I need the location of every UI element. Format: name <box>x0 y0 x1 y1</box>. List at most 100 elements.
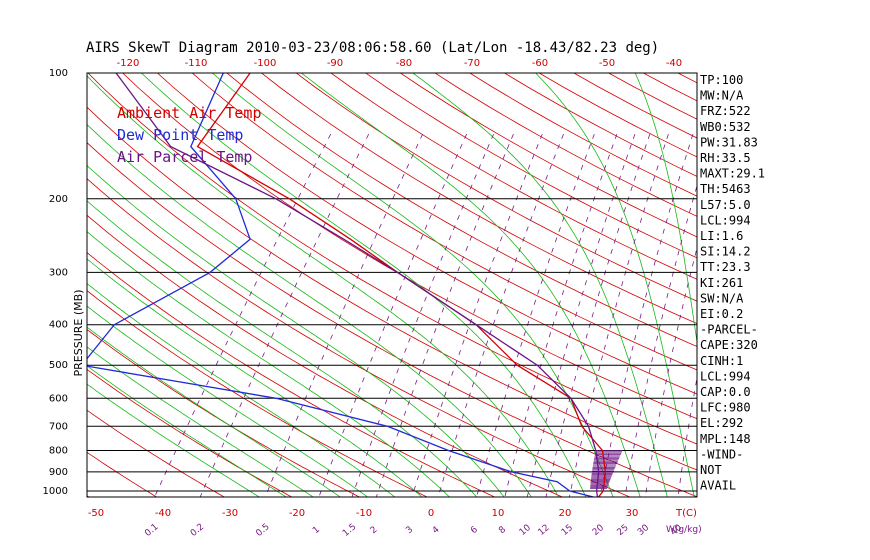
mixing-ratio-label: 8 <box>497 525 508 537</box>
wind-hatch <box>590 450 623 489</box>
index-entry: TH:5463 <box>700 182 751 196</box>
dry-adiabat <box>732 66 870 501</box>
dry-adiabat <box>801 66 870 501</box>
bottom-axis-unit: T(C) <box>675 508 697 519</box>
bottom-temp-tick: -30 <box>222 508 238 519</box>
index-entry: EI:0.2 <box>700 307 743 321</box>
moist-adiabats <box>87 73 697 497</box>
dry-adiabat <box>0 66 27 501</box>
top-temp-tick: -80 <box>396 58 412 69</box>
dry-adiabat <box>260 73 697 325</box>
index-entry: LCL:994 <box>700 213 751 227</box>
dry-adiabat <box>226 73 697 347</box>
index-entry: FRZ:522 <box>700 104 751 118</box>
dry-adiabat <box>469 73 697 197</box>
dry-adiabat <box>156 73 697 395</box>
dry-adiabat <box>87 329 361 497</box>
index-entry: LI:1.6 <box>700 229 743 243</box>
top-temp-tick: -50 <box>599 58 615 69</box>
index-entry: EL:292 <box>700 416 743 430</box>
mixing-ratio-line <box>154 133 332 497</box>
mixing-ratio-axis: 0.1 0.2 0.5 1 1.5 2 3 4 6 8 10 12 15 20 25 30 40W(g/kg) <box>143 522 701 539</box>
dry-adiabat <box>122 73 697 420</box>
mixing-ratio-label: 1.5 <box>341 522 358 539</box>
bottom-temp-tick: 20 <box>559 508 572 519</box>
mixing-ratio-label: 30 <box>636 523 651 538</box>
pressure-tick-label: 400 <box>49 320 68 331</box>
mixing-ratio-line <box>351 133 494 497</box>
pressure-axis: 100 200 300 400 500 600 700 800 900 1000 <box>43 68 68 497</box>
bottom-temperature-axis: -50 -40 -30 -20 -10 0 10 20 30 T(C) <box>88 508 697 519</box>
dry-adiabat <box>87 451 158 497</box>
index-entry: SI:14.2 <box>700 245 751 259</box>
pressure-tick-label: 600 <box>49 393 68 404</box>
top-temp-tick: -90 <box>327 58 343 69</box>
mixing-ratio-label: 12 <box>537 523 552 538</box>
index-entry: -WIND- <box>700 447 743 461</box>
dry-adiabat <box>87 178 632 497</box>
top-temperature-axis: -120 -110 -100 -90 -80 -70 -60 -50 -40 <box>117 58 683 69</box>
moist-adiabat <box>87 123 532 497</box>
top-temp-tick: -110 <box>185 58 208 69</box>
pressure-tick-label: 300 <box>49 267 68 278</box>
dry-adiabat <box>87 214 564 497</box>
mixing-ratio-label: 20 <box>591 523 606 538</box>
bottom-temp-tick: 10 <box>492 508 505 519</box>
isobars <box>87 73 697 492</box>
bottom-temp-tick: 0 <box>428 508 434 519</box>
index-entry: WB0:532 <box>700 120 751 134</box>
pressure-tick-label: 700 <box>49 421 68 432</box>
bottom-temp-tick: -20 <box>289 508 305 519</box>
mixing-ratio-label: 1 <box>311 525 322 536</box>
dewpoint-line <box>87 73 596 497</box>
top-temp-tick: -70 <box>464 58 480 69</box>
mixing-ratio-label: 10 <box>518 523 533 538</box>
mixing-ratio-label: 15 <box>560 523 575 538</box>
index-entry: LFC:980 <box>700 401 751 415</box>
index-entry: NOT <box>700 463 722 477</box>
index-entry: PW:31.83 <box>700 135 758 149</box>
pressure-tick-label: 500 <box>49 360 68 371</box>
index-entry: LCL:994 <box>700 369 751 383</box>
profile-series <box>87 73 607 497</box>
dry-adiabat <box>295 73 697 302</box>
pressure-tick-label: 100 <box>49 68 68 79</box>
moist-adiabat <box>300 73 641 497</box>
index-entry: CAPE:320 <box>700 338 758 352</box>
moist-adiabat <box>634 73 697 345</box>
index-entry: CAP:0.0 <box>700 385 751 399</box>
mixing-ratio-label: 3 <box>404 525 415 536</box>
index-entry: MAXT:29.1 <box>700 167 765 181</box>
mixing-ratio-label: 0.1 <box>143 522 160 539</box>
mixing-ratio-line <box>411 133 543 497</box>
moist-adiabat <box>211 73 614 497</box>
index-entry: TP:100 <box>700 73 743 87</box>
dry-adiabat <box>87 409 226 497</box>
moist-adiabat <box>412 73 668 497</box>
bottom-temp-tick: -40 <box>155 508 171 519</box>
index-entry: L57:5.0 <box>700 198 751 212</box>
dry-adiabat <box>191 73 697 371</box>
legend: Ambient Air Temp Dew Point Temp Air Parc… <box>117 104 262 166</box>
pressure-tick-label: 1000 <box>43 486 68 497</box>
dry-adiabat <box>87 73 697 445</box>
top-temp-tick: -40 <box>666 58 682 69</box>
index-entry: -PARCEL- <box>700 323 758 337</box>
dry-adiabat <box>330 73 697 280</box>
dry-adiabat <box>767 66 870 501</box>
index-entry: SW:N/A <box>700 291 744 305</box>
index-entry: CINH:1 <box>700 354 743 368</box>
dry-adiabat <box>87 495 90 497</box>
index-entry: KI:261 <box>700 276 743 290</box>
dry-adiabat <box>364 73 697 259</box>
top-temp-tick: -100 <box>254 58 277 69</box>
mixing-ratio-label: 0.2 <box>189 522 206 539</box>
mixing-ratio-line <box>199 133 370 497</box>
index-entry: AVAIL <box>700 479 736 493</box>
ambient-temp-line <box>196 73 607 497</box>
legend-ambient: Ambient Air Temp <box>117 104 262 122</box>
dry-adiabat <box>538 73 697 158</box>
mixing-ratio-label: 25 <box>616 523 631 538</box>
dry-adiabat <box>87 142 697 497</box>
top-temp-tick: -60 <box>532 58 548 69</box>
